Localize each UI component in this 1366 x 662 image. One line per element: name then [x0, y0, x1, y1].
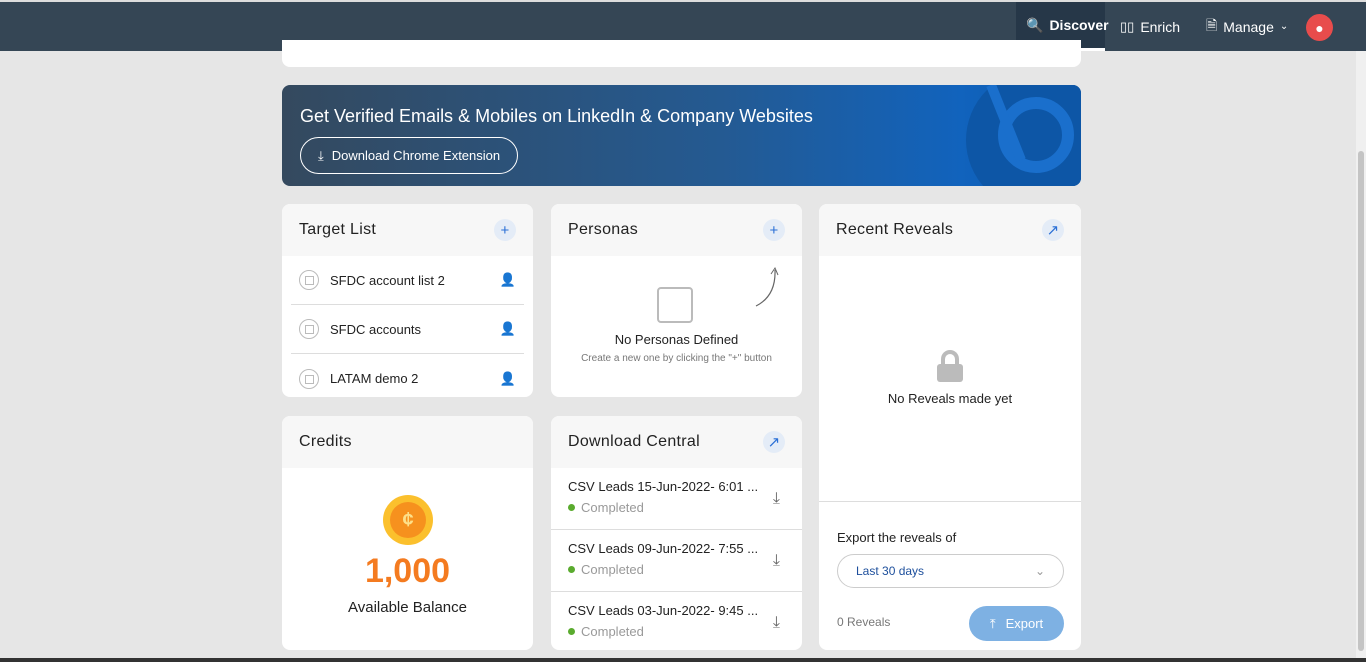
top-card-remnant: [282, 40, 1081, 67]
target-icon: [299, 368, 319, 389]
search-globe-icon: 🔍: [1026, 16, 1044, 33]
personas-card: Personas + No Personas Defined Create a n…: [551, 204, 802, 397]
status-dot: [568, 628, 575, 635]
lock-icon: [937, 350, 963, 382]
list-item[interactable]: SFDC account list 2 👤: [291, 256, 524, 305]
add-persona-button[interactable]: +: [763, 219, 785, 241]
credits-card: Credits ¢ 1,000 Available Balance: [282, 416, 533, 650]
nav-manage[interactable]: 🗎 Manage ⌄: [1196, 2, 1298, 51]
chevron-down-icon: ⌄: [1034, 564, 1045, 578]
add-target-list-button[interactable]: +: [494, 219, 516, 241]
download-icon[interactable]: ⤓: [772, 552, 780, 569]
status-dot: [568, 504, 575, 511]
reveal-count: 0 Reveals: [837, 615, 891, 629]
chrome-logo-icon: [966, 85, 1081, 186]
chrome-extension-banner: Get Verified Emails & Mobiles on LinkedI…: [282, 85, 1081, 186]
scrollbar[interactable]: [1356, 51, 1366, 662]
status-dot: [568, 566, 575, 573]
credit-amount: 1,000: [364, 552, 451, 590]
nav-enrich[interactable]: ▯▯ Enrich: [1120, 18, 1180, 35]
bottom-bar: [0, 658, 1366, 662]
document-gear-icon: 🗎: [1206, 16, 1218, 33]
external-link-icon[interactable]: ↗: [1042, 219, 1064, 241]
export-button[interactable]: ⤒ Export: [969, 606, 1064, 641]
empty-hint: Create a new one by clicking the "+" but…: [581, 353, 772, 364]
download-icon: ⤓: [318, 147, 324, 163]
credit-caption: Available Balance: [348, 599, 467, 616]
download-icon[interactable]: ⤓: [772, 614, 780, 631]
card-title: Credits: [299, 433, 352, 450]
coin-icon: ¢: [383, 495, 433, 545]
download-icon[interactable]: ⤓: [772, 490, 780, 507]
target-icon: [299, 270, 319, 290]
empty-text: No Reveals made yet: [887, 391, 1013, 406]
list-item: CSV Leads 03-Jun-2022- 9:45 ... Completed…: [568, 603, 780, 639]
list-item: CSV Leads 15-Jun-2022- 6:01 ... Completed…: [551, 468, 802, 530]
list-item: CSV Leads 09-Jun-2022- 7:55 ... Completed…: [551, 530, 802, 592]
curved-arrow-icon: [755, 266, 779, 307]
list-item[interactable]: SFDC accounts 👤: [291, 305, 524, 354]
download-central-card: Download Central ↗ CSV Leads 15-Jun-2022-…: [551, 416, 802, 650]
persona-list-icon: [657, 287, 693, 323]
banner-title: Get Verified Emails & Mobiles on LinkedI…: [300, 106, 813, 126]
upload-icon: ⤒: [989, 615, 996, 631]
empty-title: No Personas Defined: [614, 332, 739, 347]
card-title: Target List: [299, 221, 377, 238]
chevron-down-icon: ⌄: [1279, 21, 1289, 32]
user-search-icon[interactable]: 👤: [499, 321, 516, 336]
card-title: Personas: [568, 221, 638, 238]
avatar[interactable]: ●: [1306, 14, 1333, 41]
card-title: Recent Reveals: [836, 221, 954, 238]
user-search-icon[interactable]: 👤: [499, 370, 516, 386]
download-chrome-extension-button[interactable]: ⤓ Download Chrome Extension: [300, 137, 519, 174]
export-label: Export the reveals of: [837, 530, 957, 545]
bar-chart-icon: ▯▯: [1120, 18, 1135, 34]
user-search-icon[interactable]: 👤: [499, 272, 516, 287]
target-list-card: Target List + SFDC account list 2 👤 SFDC a…: [282, 204, 533, 397]
card-title: Download Central: [568, 433, 700, 450]
recent-reveals-card: Recent Reveals ↗ No Reveals made yet Expo…: [819, 204, 1081, 650]
list-item[interactable]: LATAM demo 2 👤: [291, 354, 524, 397]
external-link-icon[interactable]: ↗: [763, 431, 785, 453]
date-range-select[interactable]: Last 30 days ⌄: [837, 554, 1064, 588]
target-icon: [299, 319, 319, 339]
